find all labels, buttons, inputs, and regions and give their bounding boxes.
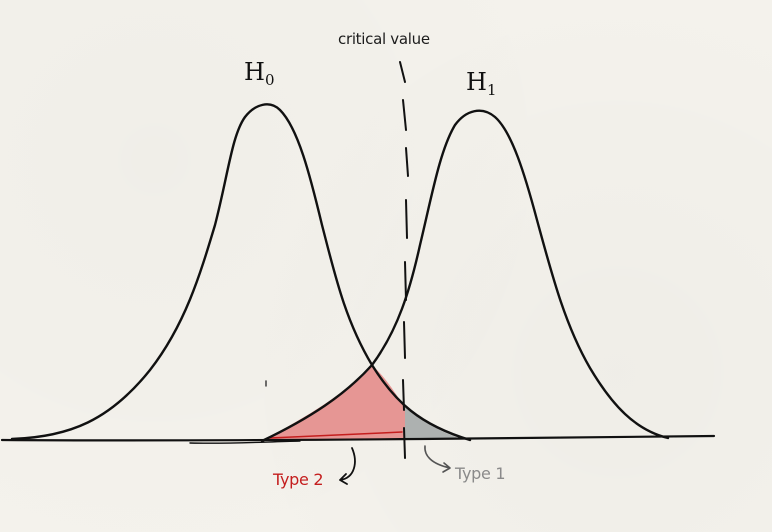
- x-axis-baseline-overstroke: [189, 440, 301, 444]
- h1-letter: H: [466, 68, 487, 96]
- h0-distribution-curve: [10, 103, 472, 442]
- h1-label: H1: [466, 68, 497, 99]
- h1-subscript: 1: [486, 81, 497, 99]
- h0-label: H0: [244, 58, 275, 89]
- critical-value-label: critical value: [338, 30, 430, 48]
- h0-subscript: 0: [264, 71, 275, 89]
- h1-distribution-curve: [260, 109, 670, 443]
- type2-red-underline: [269, 431, 403, 439]
- critical-value-dashed-line: [399, 61, 409, 459]
- type2-label: Type 2: [273, 470, 324, 489]
- type1-pointer-arrow: [424, 445, 451, 473]
- type1-error-area: [405, 407, 462, 440]
- type2-pointer-arrow: [339, 447, 356, 485]
- x-axis-baseline: [0, 434, 716, 442]
- type1-label: Type 1: [455, 464, 506, 483]
- h0-letter: H: [244, 58, 265, 86]
